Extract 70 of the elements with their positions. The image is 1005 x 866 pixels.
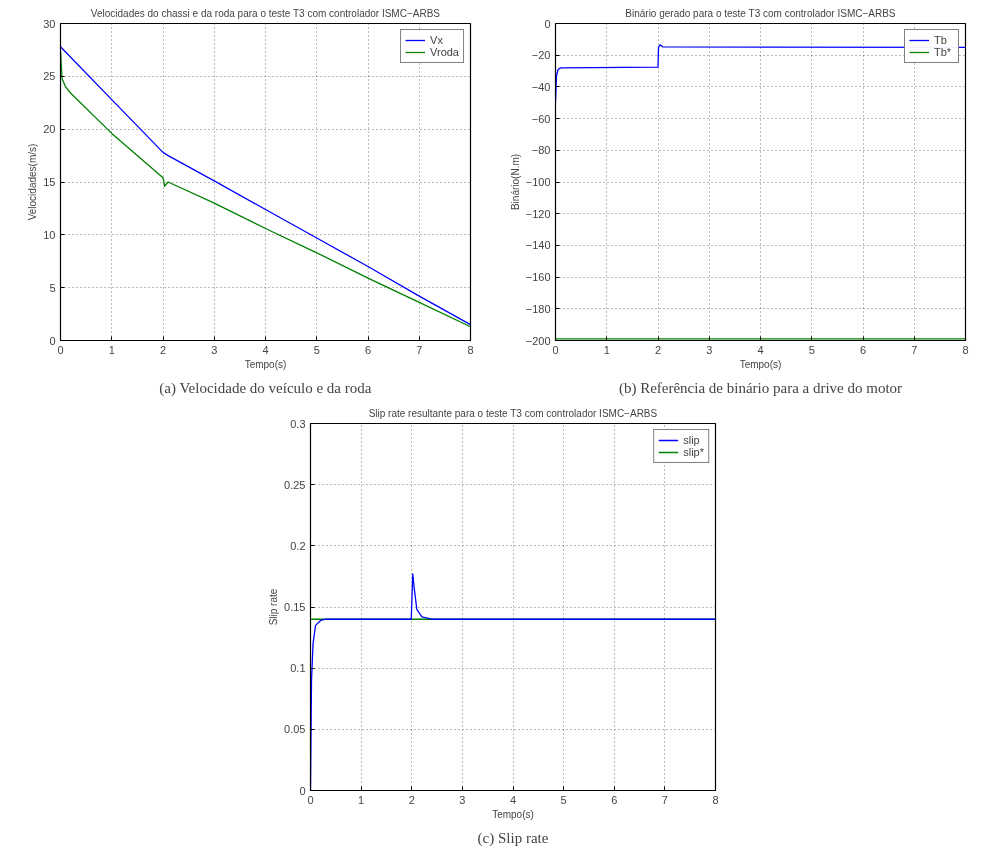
y-tick-label: 0.05: [284, 723, 306, 736]
y-tick-label: 0.2: [290, 539, 306, 552]
x-tick-label: 8: [467, 343, 474, 356]
y-tick-label: −60: [531, 112, 551, 125]
y-tick-label: −120: [525, 207, 551, 220]
y-tick-label: −140: [525, 239, 551, 252]
y-tick-label: −160: [525, 271, 551, 284]
x-tick-label: 7: [911, 343, 918, 356]
chart-title: Slip rate resultante para o teste T3 com controlador ISMC−ARBS: [368, 407, 658, 419]
y-tick-label: 0.3: [290, 417, 306, 430]
y-tick-label: 5: [49, 281, 56, 294]
x-tick-label: 5: [313, 343, 320, 356]
x-tick-label: 1: [108, 343, 115, 356]
text: (c) Slip rate: [477, 829, 549, 847]
y-tick-label: −100: [525, 176, 551, 188]
y-tick-label: 0: [299, 784, 306, 797]
y-tick-label: −180: [525, 302, 551, 315]
x-tick-label: 2: [408, 793, 415, 806]
y-tick-label: −20: [531, 49, 551, 62]
x-tick-label: 8: [962, 343, 969, 356]
legend-label: Tb: [934, 34, 948, 46]
y-tick-label: 0: [544, 17, 551, 30]
text: (b) Referência de binário para a drive do motor: [618, 379, 903, 397]
y-tick-label: −200: [525, 334, 551, 347]
x-tick-label: 6: [364, 343, 372, 356]
y-tick-label: 10: [43, 228, 56, 241]
x-tick-label: 1: [358, 793, 365, 806]
x-tick-label: 3: [459, 793, 466, 806]
x-tick-label: 6: [859, 343, 867, 356]
x-tick-label: 4: [509, 793, 517, 806]
x-tick-label: 4: [757, 343, 764, 356]
y-tick-label: 15: [43, 176, 56, 188]
legend-label: Tb*: [934, 46, 953, 58]
legend-label: Vx: [430, 34, 444, 46]
x-axis-title: Tempo(s): [492, 808, 534, 820]
y-tick-label: 0: [49, 334, 56, 347]
chart-title: Velocidades do chassi e da roda para o teste T3 com controlador ISMC−ARBS: [90, 7, 441, 19]
x-tick-label: 3: [211, 343, 218, 356]
y-axis-title: Binário(N.m): [509, 153, 521, 211]
x-tick-label: 2: [159, 343, 167, 356]
y-tick-label: 20: [43, 123, 56, 136]
x-tick-label: 1: [603, 343, 610, 356]
x-tick-label: 5: [808, 343, 815, 356]
text: (a) Velocidade do veículo e da roda: [159, 379, 372, 397]
y-tick-label: 25: [43, 70, 56, 83]
x-axis-title: Tempo(s): [739, 358, 782, 370]
x-tick-label: 6: [611, 793, 618, 806]
legend-label: slip: [683, 434, 701, 446]
y-axis-title: Slip rate: [268, 588, 280, 626]
y-tick-label: −80: [531, 144, 551, 157]
x-tick-label: 0: [57, 343, 64, 356]
y-tick-label: −40: [531, 80, 551, 93]
x-tick-label: 3: [706, 343, 713, 356]
chart-title: Binário gerado para o teste T3 com controlador ISMC−ARBS: [625, 7, 896, 19]
y-tick-label: 30: [43, 17, 56, 30]
x-tick-label: 4: [262, 343, 269, 356]
y-tick-label: 0.15: [284, 601, 306, 613]
x-tick-label: 0: [307, 793, 314, 806]
y-tick-label: 0.1: [290, 662, 306, 675]
x-tick-label: 2: [654, 343, 662, 356]
legend-label: Vroda: [430, 46, 459, 58]
x-axis-title: Tempo(s): [244, 358, 287, 370]
legend-label: slip*: [683, 446, 704, 458]
x-tick-label: 8: [712, 793, 719, 806]
y-tick-label: 0.25: [284, 478, 306, 491]
y-axis-title: Velocidades(m/s): [27, 143, 39, 221]
x-tick-label: 7: [661, 793, 668, 806]
x-tick-label: 5: [560, 793, 567, 806]
x-tick-label: 0: [552, 343, 559, 356]
x-tick-label: 7: [416, 343, 423, 356]
